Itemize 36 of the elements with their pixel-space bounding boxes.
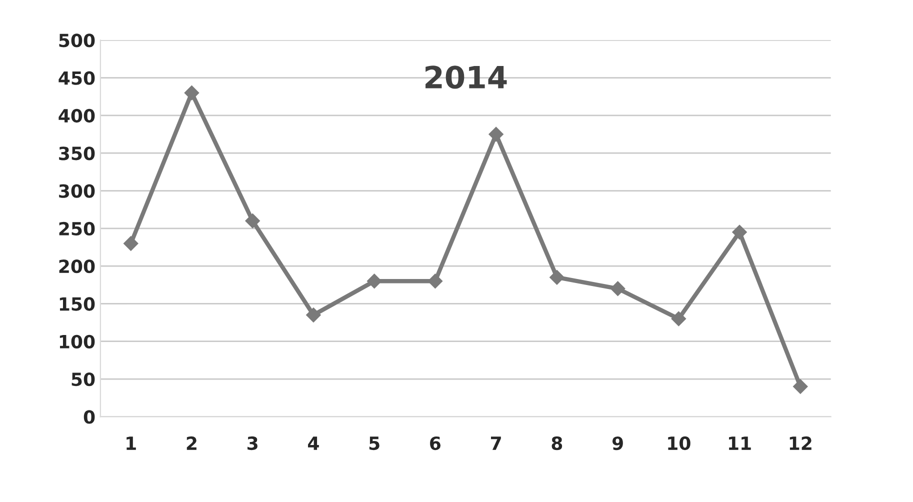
y-tick-label: 0: [84, 410, 95, 424]
y-tick-label: 150: [60, 297, 95, 311]
point: [245, 213, 260, 228]
x-tick-label: 3: [248, 436, 258, 450]
y-tick-label: 50: [72, 372, 95, 386]
y-tick-label: 400: [58, 108, 95, 123]
point: [671, 311, 686, 326]
x-tick-label: 5: [369, 436, 380, 450]
x-tick-label: 2: [186, 436, 196, 450]
y-tick-label: 250: [59, 222, 95, 236]
x-tick-label: 4: [308, 436, 319, 450]
x-tick-label: 7: [490, 436, 501, 450]
point: [184, 85, 200, 100]
y-tick-label: 350: [59, 146, 95, 160]
x-tick-label: 12: [790, 436, 812, 450]
x-tick-label: 6: [430, 436, 441, 450]
point: [793, 379, 808, 394]
point: [123, 236, 138, 251]
y-tick-label: 100: [60, 334, 95, 348]
point: [428, 274, 443, 289]
x-tick-label: 11: [729, 436, 751, 450]
x-tick-label: 9: [612, 436, 623, 450]
point: [610, 281, 626, 296]
x-tick-label: 1: [126, 436, 136, 450]
point: [306, 308, 321, 322]
point: [366, 274, 382, 289]
y-tick-label: 300: [59, 184, 95, 198]
point: [550, 270, 564, 285]
x-tick-label: 8: [552, 436, 562, 450]
x-tick-label: 10: [668, 436, 690, 450]
y-tick-label: 450: [58, 71, 95, 85]
y-tick-label: 200: [59, 260, 95, 274]
point: [488, 126, 504, 142]
text: 2014: [426, 66, 507, 89]
point: [732, 224, 747, 240]
y-tick-label: 500: [59, 34, 95, 48]
